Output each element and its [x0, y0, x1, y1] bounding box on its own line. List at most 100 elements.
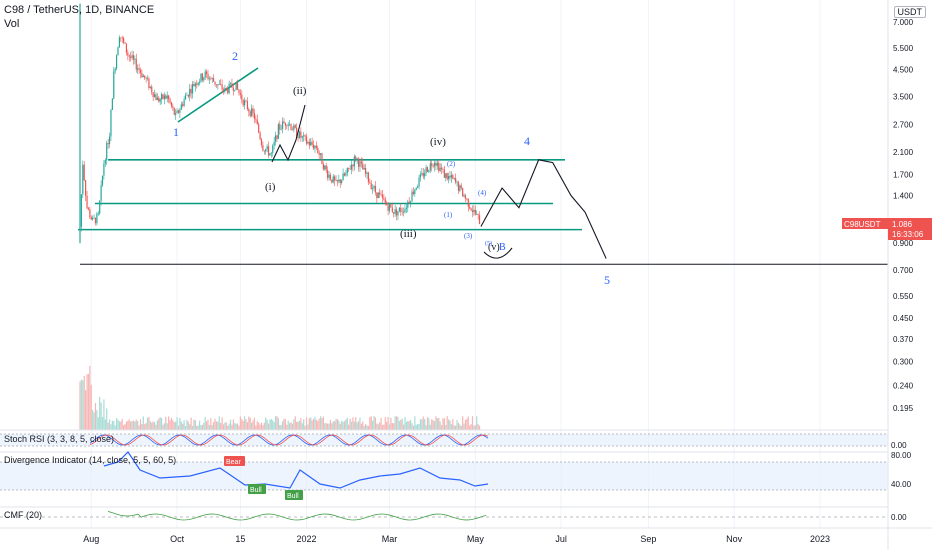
wave-2-label: 2	[232, 49, 238, 63]
candle	[92, 215, 94, 221]
candle	[263, 150, 265, 155]
volume-bar	[408, 421, 410, 430]
volume-bar	[363, 425, 365, 430]
volume-bar	[456, 420, 458, 430]
candle	[283, 117, 285, 124]
volume-bar	[138, 425, 140, 430]
candle	[101, 175, 104, 187]
candle	[130, 51, 132, 62]
candle	[360, 157, 362, 168]
candle	[418, 174, 420, 190]
volume-bar	[175, 421, 177, 430]
volume-bar	[249, 417, 251, 430]
symbol-title: C98 / TetherUS, 1D, BINANCE	[4, 4, 155, 16]
volume-bar	[343, 421, 346, 430]
volume-bar	[364, 424, 367, 430]
currency-badge[interactable]: USDT	[893, 6, 926, 18]
volume-bar	[438, 418, 440, 430]
candle	[339, 179, 341, 188]
candle	[228, 80, 230, 95]
volume-bar	[298, 420, 301, 430]
candle	[156, 93, 158, 101]
candle	[86, 190, 88, 210]
candle	[411, 188, 413, 202]
volume-bar	[197, 425, 199, 430]
candle	[440, 163, 443, 175]
rsi-line	[103, 451, 489, 489]
candle	[329, 172, 332, 181]
candle	[149, 86, 151, 89]
volume-bar	[428, 418, 430, 430]
bull-tag: Bull	[248, 484, 266, 494]
wave-ii-label: (ii)	[293, 85, 307, 97]
volume-bar	[272, 420, 274, 430]
candle	[293, 123, 295, 133]
candle	[350, 159, 353, 175]
volume-bar	[87, 373, 90, 430]
price-axis[interactable]: 7.000 5.500 4.500 3.500 2.700 2.100 1.700 1.400…	[893, 18, 914, 413]
volume-bar	[394, 416, 396, 430]
volume-bar	[415, 424, 417, 430]
volume-bar	[350, 421, 353, 430]
candle	[452, 173, 454, 180]
time-axis[interactable]: Aug Oct 15 2022 Mar May Jul Sep Nov 2023	[83, 534, 830, 544]
candle	[401, 207, 403, 216]
candle	[398, 207, 400, 213]
volume-bar	[397, 416, 399, 430]
volume-bar	[149, 421, 151, 430]
candle	[364, 163, 367, 178]
volume-bar	[267, 423, 270, 430]
candle	[152, 91, 154, 102]
candle	[318, 150, 320, 160]
volume-bar	[222, 424, 225, 430]
volume-bar	[228, 423, 230, 430]
candle	[172, 103, 174, 111]
candle	[132, 51, 135, 65]
volume-bar	[200, 425, 202, 430]
volume-bar	[324, 423, 326, 430]
candle	[319, 153, 322, 160]
candle	[473, 204, 475, 216]
candle	[155, 92, 157, 101]
candle	[100, 180, 102, 206]
divergence-tick-80: 80.00	[891, 451, 912, 460]
candle	[327, 166, 329, 181]
volume-bar	[206, 421, 208, 430]
volume-bar	[317, 421, 319, 430]
candle	[362, 158, 364, 170]
volume-bar	[265, 417, 267, 430]
volume-bar	[352, 417, 354, 430]
candle	[234, 89, 236, 92]
volume-bar	[255, 425, 257, 430]
volume-bar	[259, 424, 261, 430]
volume-bar	[393, 423, 395, 430]
volume-bar	[217, 421, 219, 430]
volume-bar	[114, 425, 116, 430]
volume-bar	[214, 418, 216, 430]
candle	[426, 166, 429, 173]
volume-bar	[189, 424, 191, 430]
volume-bar	[379, 422, 381, 430]
volume-bar	[170, 417, 173, 430]
candle	[381, 189, 384, 204]
svg-text:Bear: Bear	[226, 459, 241, 466]
candle	[281, 117, 284, 134]
candle	[303, 131, 305, 142]
volume-bar	[92, 409, 94, 430]
volume-bar	[169, 420, 171, 430]
volume-bar	[455, 425, 457, 430]
volume-bar	[273, 422, 275, 430]
volume-bar	[270, 418, 272, 430]
volume-bar	[390, 417, 392, 430]
price-tick-label: 2.700	[893, 121, 914, 130]
candle	[273, 136, 275, 150]
candle	[153, 89, 156, 98]
volume-bar	[162, 424, 164, 430]
volume-bar	[398, 420, 400, 430]
time-tick-label: 2022	[296, 534, 316, 544]
price-tick-label: 4.500	[893, 66, 914, 75]
divergence-label: Divergence Indicator (14, close, 5, 5, 6…	[4, 455, 176, 465]
volume-bar	[329, 419, 332, 430]
candle	[449, 171, 451, 181]
